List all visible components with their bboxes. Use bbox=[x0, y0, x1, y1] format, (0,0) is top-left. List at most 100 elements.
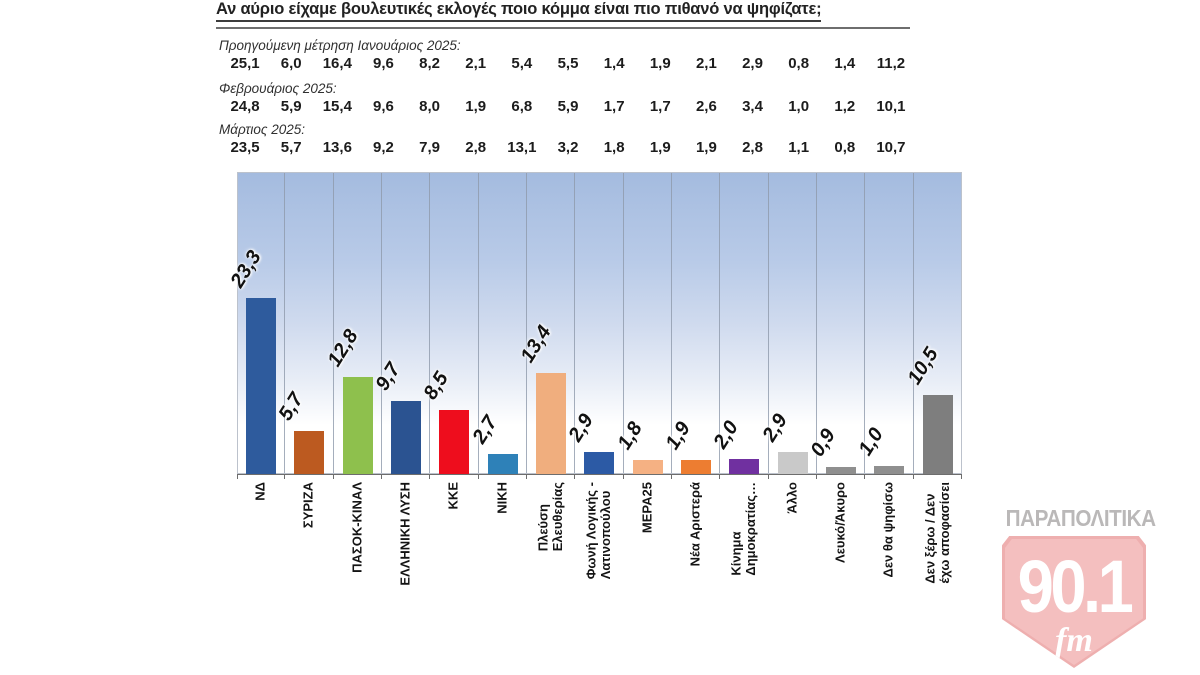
category-label: ΝΙΚΗ bbox=[494, 482, 510, 514]
category-label: ΝΔ bbox=[252, 482, 268, 501]
chart-column: 2,9 Άλλο bbox=[758, 172, 817, 650]
measurement-label: Μάρτιος 2025: bbox=[219, 122, 306, 137]
measurement-value: 11,2 bbox=[876, 55, 906, 72]
axis-tick bbox=[381, 474, 382, 479]
category-label: Δεν ξέρω / Δεν έχω αποφασίσει bbox=[922, 482, 952, 584]
category-label: Πλεύση Ελευθερίας bbox=[535, 482, 566, 552]
axis-tick bbox=[671, 474, 672, 479]
bar bbox=[777, 452, 808, 474]
measurement-value: 0,8 bbox=[788, 55, 810, 72]
chart-column: 8,5 ΚΚΕ bbox=[420, 172, 479, 650]
measurement-value: 3,2 bbox=[557, 139, 579, 156]
column-gridline bbox=[719, 173, 721, 473]
measurement-value: 1,7 bbox=[649, 98, 671, 115]
measurement-value: 9,6 bbox=[373, 98, 394, 115]
bar bbox=[342, 377, 373, 474]
category-label: Φωνή Λογικής - Λατινοπούλου bbox=[583, 482, 614, 580]
measurement-value: 1,7 bbox=[603, 98, 625, 115]
measurement-value: 6,8 bbox=[511, 98, 533, 115]
chart-column: 2,7 ΝΙΚΗ bbox=[468, 172, 527, 650]
measurement-value: 2,1 bbox=[465, 55, 487, 72]
column-gridline bbox=[670, 173, 672, 473]
measurement-values-row: 23,5 5,7 13,6 9,2 7,9 2,8 13,1 3,2 1,8 1,9 1,9 2,8 1… bbox=[222, 139, 914, 156]
axis-tick bbox=[429, 474, 431, 479]
axis-tick bbox=[237, 474, 238, 479]
measurement-value: 9,6 bbox=[373, 55, 394, 72]
axis-tick bbox=[864, 474, 866, 479]
measurement-value: 5,7 bbox=[280, 139, 302, 156]
measurement-value: 13,6 bbox=[322, 139, 352, 156]
measurement-value: 7,9 bbox=[419, 139, 441, 156]
axis-tick bbox=[284, 474, 286, 479]
measurement-value: 5,9 bbox=[280, 98, 302, 115]
measurement-value: 25,1 bbox=[230, 55, 260, 72]
bar bbox=[439, 410, 470, 474]
column-gridline bbox=[574, 173, 576, 473]
axis-tick bbox=[912, 474, 914, 479]
chart-column: 5,7 ΣΥΡΙΖΑ bbox=[275, 172, 334, 650]
category-label: ΣΥΡΙΖΑ bbox=[301, 482, 317, 529]
measurement-value: 24,8 bbox=[230, 98, 260, 115]
axis-tick bbox=[526, 474, 527, 479]
axis-tick bbox=[622, 474, 624, 479]
column-gridline bbox=[864, 173, 866, 473]
category-label: ΜΕΡΑ25 bbox=[639, 482, 655, 534]
bar bbox=[826, 467, 857, 474]
measurement-value: 10,7 bbox=[876, 139, 906, 156]
measurement-value: 8,2 bbox=[419, 55, 441, 72]
chart-column: 13,4 Πλεύση Ελευθερίας bbox=[517, 172, 576, 650]
category-label: Δεν θα ψηφίσω bbox=[881, 482, 897, 578]
logo-band: fm bbox=[1055, 622, 1093, 659]
column-gridline bbox=[380, 173, 382, 473]
bar-value-label: 23,3 bbox=[226, 246, 266, 292]
column-gridline bbox=[912, 173, 914, 473]
measurement-value: 3,4 bbox=[742, 98, 763, 115]
bar bbox=[487, 454, 518, 474]
axis-tick bbox=[332, 474, 334, 479]
column-gridline bbox=[622, 173, 624, 473]
chart-column: 0,9 Λευκό/Άκυρο bbox=[807, 172, 866, 650]
x-axis-line bbox=[237, 474, 962, 475]
bar bbox=[681, 460, 712, 474]
measurement-value: 1,8 bbox=[603, 139, 625, 156]
logo-brand-text: ΠΑΡΑΠΟΛΙΤΙΚΑ bbox=[1005, 505, 1157, 531]
measurement-value: 10,1 bbox=[876, 98, 906, 115]
measurement-value: 0,8 bbox=[834, 139, 856, 156]
measurement-value: 1,4 bbox=[834, 55, 856, 72]
poll-question-title: Αν αύριο είχαμε βουλευτικές εκλογές ποιο… bbox=[216, 0, 822, 22]
measurement-values-row: 24,8 5,9 15,4 9,6 8,0 1,9 6,8 5,9 1,7 1,7 2,6 3,4 1,… bbox=[222, 98, 914, 115]
logo-shield-badge: 90.1 fm bbox=[1002, 536, 1146, 668]
measurement-label: Προηγούμενη μέτρηση Ιανουάριος 2025: bbox=[219, 38, 461, 53]
measurement-value: 1,1 bbox=[788, 139, 810, 156]
measurement-value: 1,9 bbox=[649, 139, 671, 156]
measurement-value: 15,4 bbox=[322, 98, 352, 115]
bar bbox=[729, 459, 760, 474]
column-gridline bbox=[332, 173, 334, 473]
measurement-value: 23,5 bbox=[230, 139, 260, 156]
axis-tick bbox=[574, 474, 576, 479]
measurement-value: 1,0 bbox=[788, 98, 810, 115]
measurement-value: 1,9 bbox=[649, 55, 671, 72]
category-label: Κίνημα Δημοκρατίας… bbox=[728, 482, 759, 576]
measurement-value: 5,4 bbox=[511, 55, 533, 72]
axis-tick bbox=[816, 474, 817, 479]
measurement-label: Φεβρουάριος 2025: bbox=[219, 81, 337, 96]
category-label: Λευκό/Άκυρο bbox=[832, 482, 848, 563]
measurement-value: 16,4 bbox=[322, 55, 352, 72]
category-label: Νέα Αριστερά bbox=[687, 482, 703, 567]
measurement-value: 13,1 bbox=[507, 139, 537, 156]
column-gridline bbox=[429, 173, 431, 473]
chart-column: 1,9 Νέα Αριστερά bbox=[662, 172, 721, 650]
measurement-value: 9,2 bbox=[373, 139, 394, 156]
chart-column: 10,5 Δεν ξέρω / Δεν έχω αποφασίσει bbox=[903, 172, 962, 650]
measurement-value: 5,5 bbox=[557, 55, 579, 72]
bar bbox=[584, 452, 615, 474]
column-gridline bbox=[525, 173, 527, 473]
bar bbox=[632, 460, 663, 474]
chart-column: 2,9 Φωνή Λογικής - Λατινοπούλου bbox=[565, 172, 624, 650]
measurement-value: 1,9 bbox=[695, 139, 717, 156]
column-gridline bbox=[767, 173, 769, 473]
bar bbox=[536, 373, 567, 474]
logo-frequency: 90.1 bbox=[1017, 545, 1134, 628]
category-label: Άλλο bbox=[784, 482, 800, 514]
